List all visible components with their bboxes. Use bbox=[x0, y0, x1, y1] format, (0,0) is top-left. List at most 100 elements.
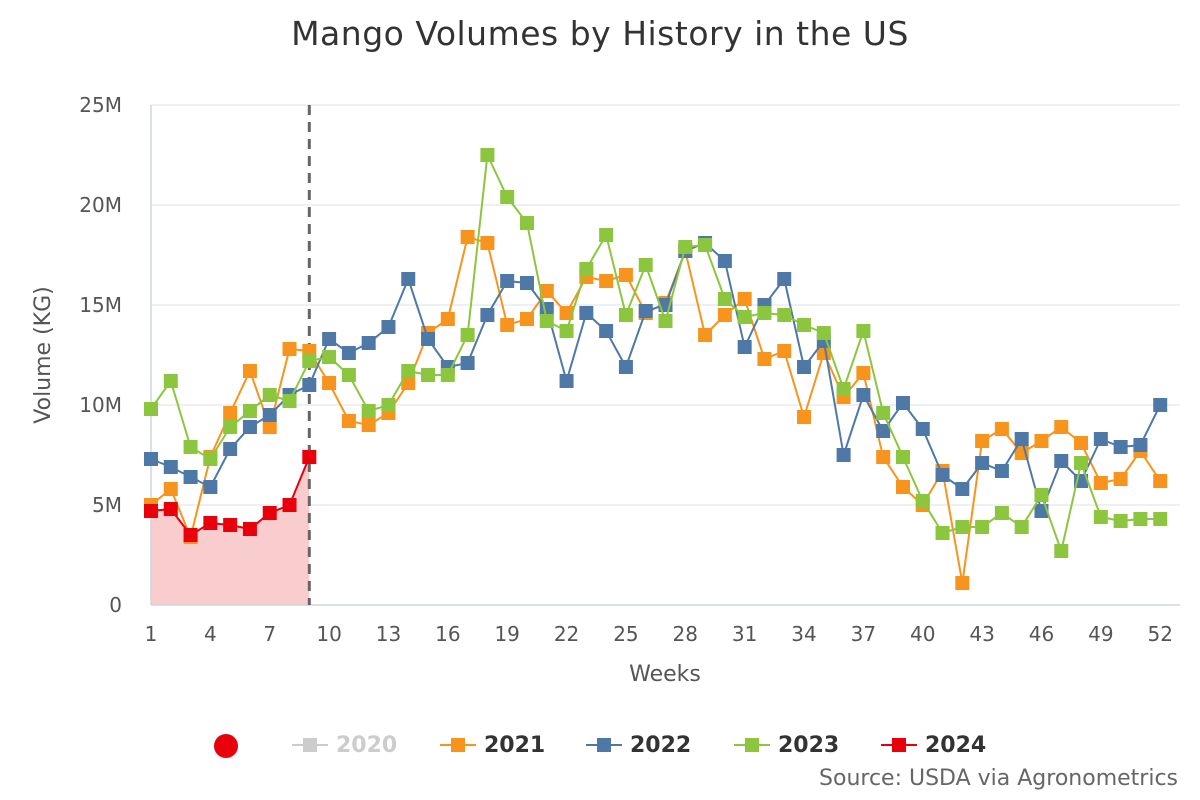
point-2022 bbox=[460, 356, 475, 370]
legend-item-2021[interactable]: 2021 bbox=[440, 728, 545, 762]
point-2023 bbox=[163, 374, 178, 388]
point-2021 bbox=[500, 318, 515, 332]
point-2023 bbox=[1153, 512, 1168, 526]
point-2023 bbox=[717, 292, 732, 306]
point-2021 bbox=[223, 406, 238, 420]
point-2023 bbox=[935, 526, 950, 540]
point-2021 bbox=[1074, 436, 1089, 450]
point-2022 bbox=[895, 396, 910, 410]
point-2022 bbox=[163, 460, 178, 474]
x-tick-label: 28 bbox=[673, 622, 698, 646]
point-2023 bbox=[203, 452, 218, 466]
point-2022 bbox=[856, 388, 871, 402]
point-2023 bbox=[361, 404, 376, 418]
point-2021 bbox=[698, 328, 713, 342]
point-2023 bbox=[579, 262, 594, 276]
point-2023 bbox=[1074, 456, 1089, 470]
point-2023 bbox=[440, 368, 455, 382]
legend-label-2024: 2024 bbox=[925, 732, 987, 758]
point-2023 bbox=[223, 420, 238, 434]
point-2023 bbox=[480, 148, 495, 162]
point-2023 bbox=[737, 310, 752, 324]
point-2022 bbox=[1014, 432, 1029, 446]
point-2023 bbox=[678, 240, 693, 254]
x-tick-label: 10 bbox=[316, 622, 341, 646]
point-2022 bbox=[203, 480, 218, 494]
y-axis-title: Volume (KG) bbox=[31, 286, 56, 423]
legend-marker-2020 bbox=[292, 738, 328, 752]
point-2023 bbox=[797, 318, 812, 332]
point-2021 bbox=[322, 376, 337, 390]
point-2023 bbox=[1113, 514, 1128, 528]
point-2022 bbox=[994, 464, 1009, 478]
legend-item-2023[interactable]: 2023 bbox=[734, 728, 839, 762]
point-2022 bbox=[717, 254, 732, 268]
source-note: Source: USDA via Agronometrics bbox=[819, 766, 1178, 791]
point-2022 bbox=[500, 274, 515, 288]
legend-item-2024[interactable]: 2024 bbox=[881, 728, 986, 762]
point-2021 bbox=[757, 352, 772, 366]
y-tick-label: 20M bbox=[79, 193, 122, 217]
point-2022 bbox=[223, 442, 238, 456]
x-tick-label: 52 bbox=[1147, 622, 1172, 646]
point-2022 bbox=[322, 332, 337, 346]
series-line-2022 bbox=[150, 241, 1162, 515]
point-2022 bbox=[242, 420, 257, 434]
legend-marker-2022 bbox=[586, 738, 622, 752]
point-2021 bbox=[341, 414, 356, 428]
point-2022 bbox=[935, 468, 950, 482]
legend-marker-2021 bbox=[440, 738, 476, 752]
point-2023 bbox=[994, 506, 1009, 520]
x-tick-label: 37 bbox=[851, 622, 876, 646]
point-2022 bbox=[539, 302, 554, 316]
point-2022 bbox=[1113, 440, 1128, 454]
point-2021 bbox=[1153, 474, 1168, 488]
point-2021 bbox=[797, 410, 812, 424]
point-2022 bbox=[737, 340, 752, 354]
point-2021 bbox=[282, 342, 297, 356]
point-2024 bbox=[242, 522, 257, 536]
point-2021 bbox=[777, 344, 792, 358]
point-2022 bbox=[1133, 438, 1148, 452]
point-2021 bbox=[737, 292, 752, 306]
point-2023 bbox=[421, 368, 436, 382]
x-tick-label: 7 bbox=[263, 622, 276, 646]
point-2023 bbox=[262, 388, 277, 402]
y-tick-label: 5M bbox=[92, 493, 122, 517]
legend-marker-2023 bbox=[734, 738, 770, 752]
point-2023 bbox=[144, 402, 158, 416]
point-2021 bbox=[1113, 472, 1128, 486]
point-2023 bbox=[302, 354, 317, 368]
point-2022 bbox=[955, 482, 970, 496]
point-2021 bbox=[519, 312, 534, 326]
point-2023 bbox=[757, 306, 772, 320]
point-2021 bbox=[163, 482, 178, 496]
point-2022 bbox=[638, 304, 653, 318]
point-2021 bbox=[262, 420, 277, 434]
point-2022 bbox=[836, 448, 851, 462]
point-2023 bbox=[500, 190, 515, 204]
point-2023 bbox=[519, 216, 534, 230]
point-2024 bbox=[262, 506, 277, 520]
point-2021 bbox=[242, 364, 257, 378]
point-2023 bbox=[638, 258, 653, 272]
point-2022 bbox=[519, 276, 534, 290]
legend-item-2022[interactable]: 2022 bbox=[586, 728, 691, 762]
x-tick-label: 46 bbox=[1029, 622, 1054, 646]
point-2022 bbox=[876, 424, 891, 438]
point-2021 bbox=[1034, 434, 1049, 448]
point-2022 bbox=[361, 336, 376, 350]
point-2023 bbox=[1133, 512, 1148, 526]
point-2022 bbox=[401, 272, 416, 286]
point-2022 bbox=[599, 324, 614, 338]
legend-item-2020[interactable]: 2020 bbox=[292, 728, 397, 762]
point-2021 bbox=[1054, 420, 1069, 434]
point-2023 bbox=[816, 326, 831, 340]
point-2023 bbox=[658, 314, 673, 328]
y-tick-label: 15M bbox=[79, 293, 122, 317]
point-2023 bbox=[381, 398, 396, 412]
point-2022 bbox=[975, 456, 990, 470]
x-tick-label: 40 bbox=[910, 622, 935, 646]
x-tick-label: 19 bbox=[494, 622, 519, 646]
x-tick-label: 13 bbox=[376, 622, 401, 646]
